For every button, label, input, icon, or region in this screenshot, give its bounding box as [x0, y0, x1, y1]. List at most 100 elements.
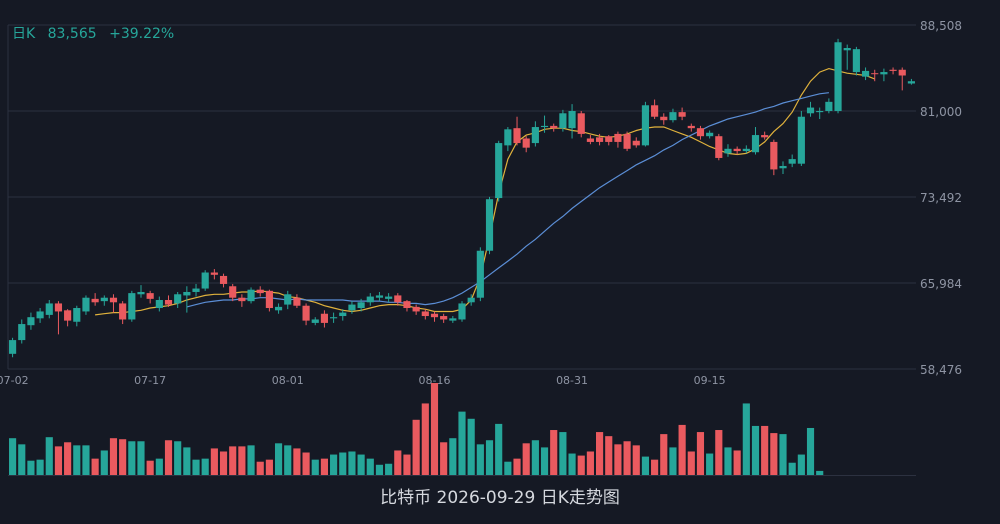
- volume-bar: [265, 459, 273, 475]
- candle-body: [559, 113, 567, 129]
- candle: [678, 107, 686, 121]
- candle-body: [467, 297, 475, 303]
- candle-body: [82, 297, 90, 312]
- candle: [366, 293, 374, 306]
- volume-bar: [761, 425, 769, 475]
- candle: [339, 309, 347, 321]
- candle-body: [219, 275, 228, 284]
- volume-bar: [247, 445, 255, 475]
- candle: [577, 111, 585, 138]
- volume-bar: [797, 454, 805, 475]
- candle: [449, 316, 457, 323]
- candle: [568, 104, 576, 139]
- candle-body: [687, 125, 695, 129]
- candle: [595, 133, 604, 146]
- candle-body: [394, 295, 402, 303]
- candle-body: [871, 73, 879, 75]
- volume-bar: [320, 458, 329, 475]
- volume-bar: [522, 443, 530, 475]
- date-tick-label: 07-17: [134, 374, 166, 387]
- volume-bar: [330, 454, 338, 475]
- candle: [119, 301, 127, 325]
- candle-body: [577, 113, 585, 134]
- volume-bar: [779, 434, 787, 475]
- candle: [229, 283, 237, 302]
- candle-body: [284, 294, 292, 305]
- volume-bar: [219, 451, 228, 475]
- volume-bar: [293, 448, 301, 475]
- volume-bar: [183, 447, 191, 475]
- candle: [559, 109, 567, 132]
- price-tick-label: 65,984: [920, 277, 962, 291]
- candle: [164, 295, 173, 307]
- candle-body: [678, 112, 686, 117]
- candle: [219, 273, 228, 288]
- candle-body: [733, 148, 741, 152]
- candle: [201, 270, 209, 291]
- candle-body: [174, 294, 182, 304]
- candle-body: [495, 143, 503, 199]
- candle-body: [265, 290, 273, 309]
- candle: [696, 125, 705, 140]
- candle: [485, 196, 494, 255]
- candle: [715, 133, 723, 161]
- candle-body: [605, 136, 613, 142]
- candle-body: [540, 125, 549, 128]
- volume-bar: [742, 403, 750, 475]
- candle: [834, 38, 842, 114]
- volume-bar: [531, 440, 539, 475]
- candle: [797, 111, 805, 166]
- ma-short-line: [95, 67, 875, 316]
- candle-body: [770, 141, 778, 170]
- candle-body: [137, 291, 145, 295]
- volume-bar: [669, 447, 677, 475]
- volume-bar: [806, 427, 815, 475]
- candle-body: [155, 299, 163, 309]
- candle: [311, 317, 319, 326]
- candle-body: [458, 303, 466, 320]
- volume-bar: [27, 460, 35, 475]
- volume-bar: [109, 438, 118, 475]
- volume-bar: [577, 455, 585, 475]
- candle-body: [403, 301, 411, 309]
- candle-body: [109, 297, 118, 303]
- candle-body: [513, 128, 521, 144]
- candle-body: [660, 116, 668, 121]
- candle: [751, 127, 760, 155]
- date-tick-label: 08-31: [556, 374, 588, 387]
- volume-bar: [715, 430, 723, 475]
- candle: [540, 115, 549, 133]
- candle-body: [623, 133, 631, 149]
- candle: [293, 294, 301, 309]
- candle-body: [568, 111, 576, 129]
- candle: [174, 291, 182, 309]
- date-tick-label: 07-02: [0, 374, 29, 387]
- candle-body: [18, 324, 26, 341]
- candle: [458, 301, 466, 322]
- candle: [109, 294, 118, 313]
- candle: [476, 247, 484, 302]
- candle: [531, 121, 539, 147]
- candle: [155, 296, 163, 312]
- candle-body: [91, 298, 99, 303]
- volume-bar: [155, 458, 163, 475]
- candle: [9, 337, 17, 358]
- candle: [183, 286, 191, 313]
- candle: [889, 67, 897, 75]
- candle-body: [375, 295, 384, 298]
- volume-bar: [733, 450, 741, 475]
- volume-bar: [568, 453, 576, 475]
- candle-body: [9, 340, 17, 354]
- candle: [394, 293, 402, 306]
- candle-body: [54, 303, 63, 312]
- volume-bar: [54, 446, 63, 475]
- volume-bar: [82, 445, 90, 475]
- ma-long-line: [186, 92, 829, 308]
- candle-body: [64, 310, 72, 321]
- candle: [100, 295, 108, 306]
- candle-body: [825, 101, 833, 111]
- candle: [128, 290, 136, 322]
- candle-body: [440, 316, 448, 320]
